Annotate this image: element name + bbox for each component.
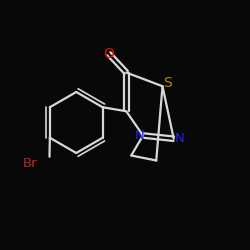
Text: S: S bbox=[162, 76, 172, 90]
Text: N: N bbox=[174, 132, 184, 145]
Text: N: N bbox=[134, 129, 144, 142]
Text: O: O bbox=[103, 47, 114, 61]
Text: Br: Br bbox=[23, 157, 37, 170]
Text: Br: Br bbox=[23, 157, 37, 170]
